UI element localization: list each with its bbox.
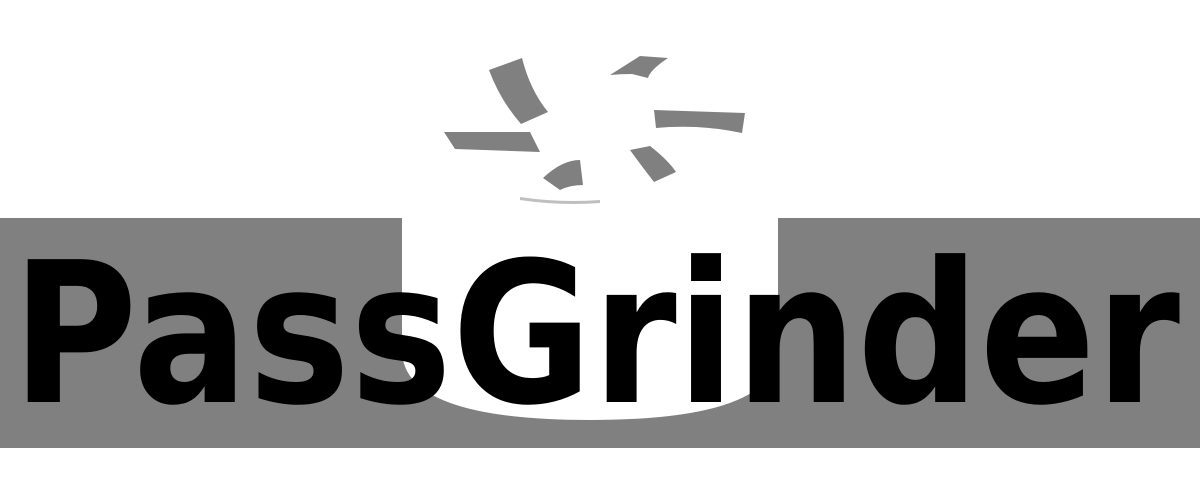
wordmark-text: PassGrinder xyxy=(12,221,1180,449)
grinder-burst-icon xyxy=(444,56,745,204)
